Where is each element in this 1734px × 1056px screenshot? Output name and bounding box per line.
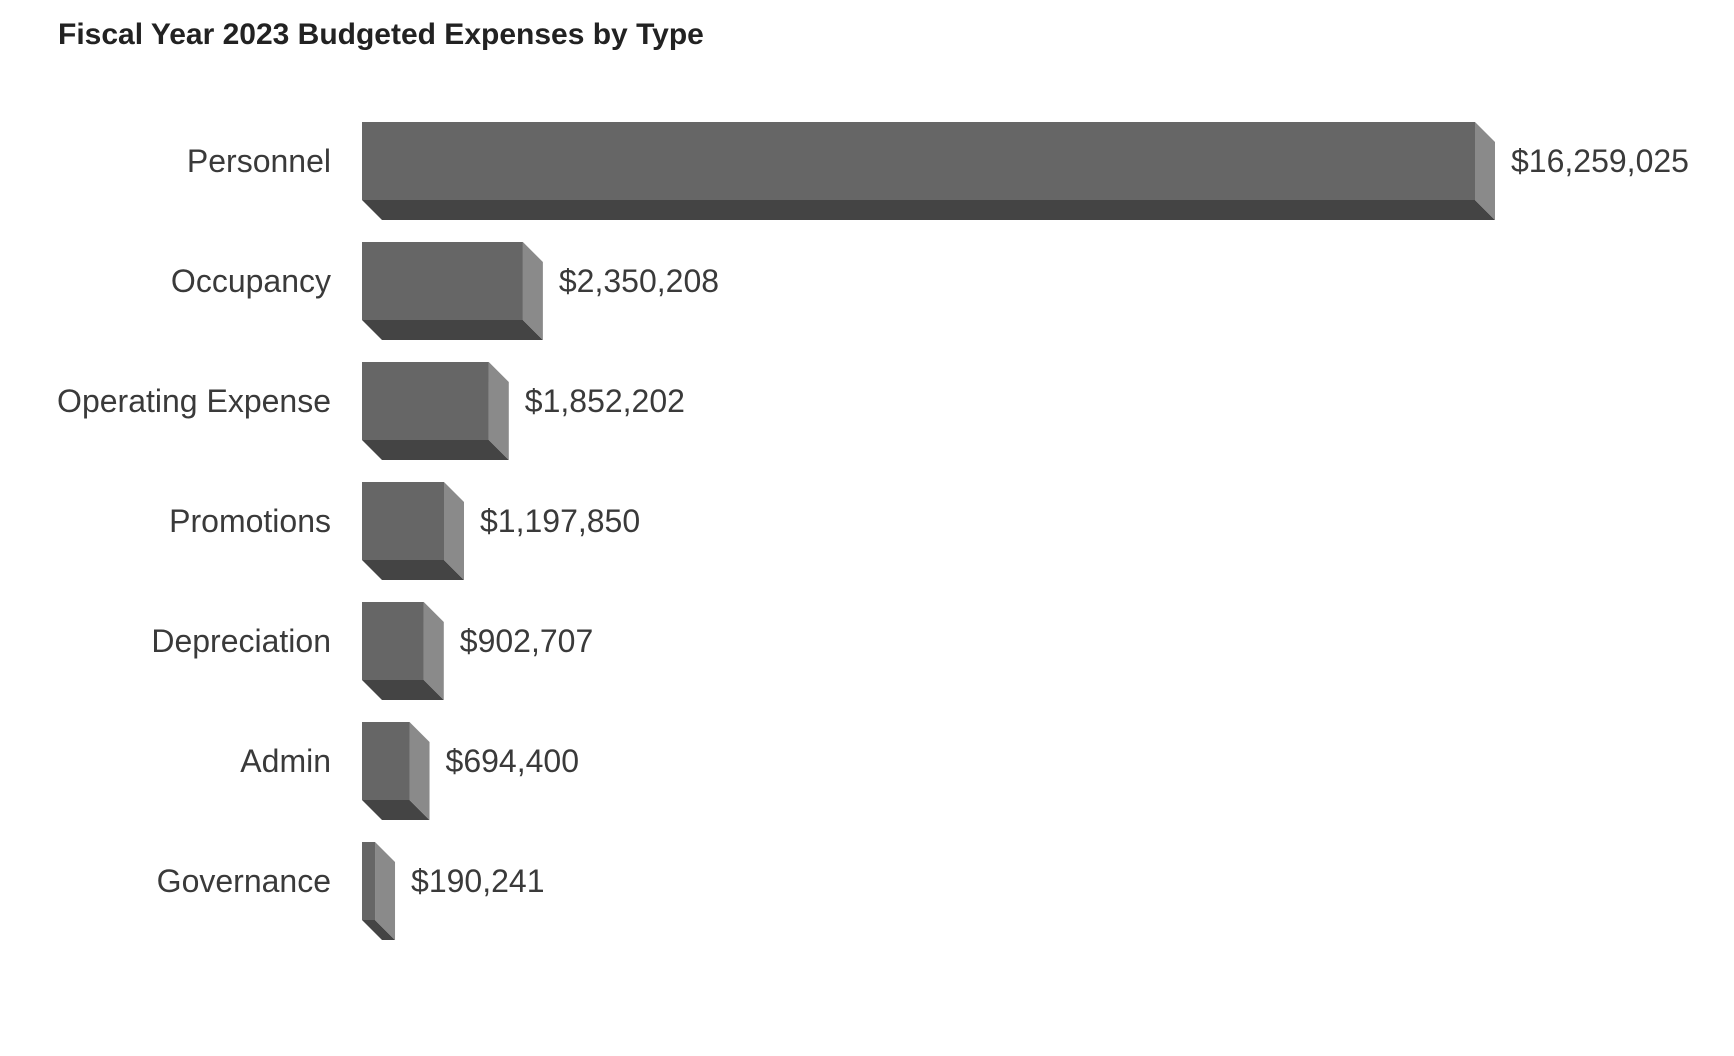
category-label: Depreciation [151, 623, 331, 659]
value-label: $2,350,208 [559, 263, 719, 299]
value-label: $190,241 [411, 863, 544, 899]
category-label: Operating Expense [57, 383, 331, 419]
bar-front-face [362, 482, 444, 560]
chart-title: Fiscal Year 2023 Budgeted Expenses by Ty… [58, 18, 704, 51]
bar-bottom-face [362, 200, 1495, 220]
category-label: Governance [157, 863, 331, 899]
labels-layer: Personnel $16,259,025 Occupancy $2,350,208 O… [57, 143, 1689, 899]
category-label: Promotions [169, 503, 331, 539]
bar-governance [362, 842, 396, 940]
bar-front-face [362, 602, 424, 680]
bar-front-face [362, 242, 523, 320]
bar-bottom-face [362, 440, 509, 460]
bar-side-face [1475, 122, 1495, 220]
bar-operating-expense [362, 362, 509, 460]
bar-bottom-face [362, 320, 543, 340]
bar-bottom-face [362, 680, 444, 700]
bar-side-face [423, 602, 444, 700]
bar-side-face [522, 242, 543, 340]
value-label: $1,852,202 [525, 383, 685, 419]
bar-side-face [443, 482, 464, 580]
bar-side-face [488, 362, 509, 460]
bar-depreciation [362, 602, 444, 700]
category-label: Occupancy [171, 263, 331, 299]
bar-admin [362, 722, 430, 820]
bar-promotions [362, 482, 464, 580]
category-label: Admin [240, 743, 331, 779]
bars-layer [362, 122, 1495, 940]
value-label: $1,197,850 [480, 503, 640, 539]
bar-bottom-face [362, 800, 430, 820]
bar-side-face [409, 722, 430, 820]
bar-front-face [362, 842, 376, 920]
value-label: $16,259,025 [1511, 143, 1689, 179]
bar-occupancy [362, 242, 543, 340]
bar-front-face [362, 362, 489, 440]
bar-bottom-face [362, 560, 464, 580]
value-label: $694,400 [446, 743, 579, 779]
bar-bottom-face [362, 920, 396, 940]
bar-front-face [362, 722, 410, 800]
bar-side-face [375, 842, 396, 940]
category-label: Personnel [187, 143, 331, 179]
bar-personnel [362, 122, 1495, 220]
value-label: $902,707 [460, 623, 593, 659]
bar-front-face [362, 122, 1475, 200]
